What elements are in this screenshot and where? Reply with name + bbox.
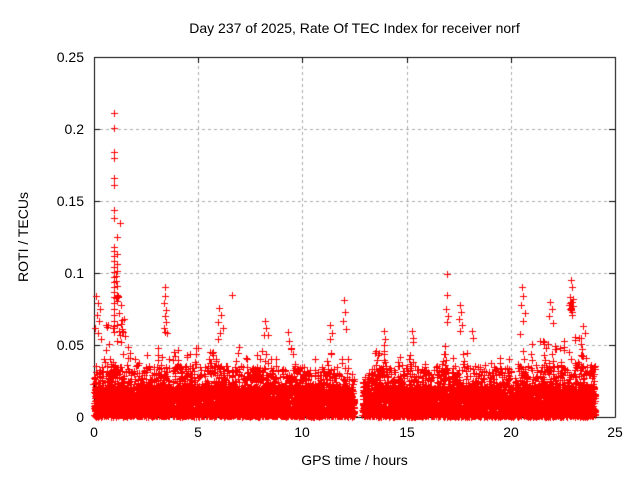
- y-tick-label: 0.25: [56, 49, 84, 65]
- y-tick-label: 0.2: [64, 121, 84, 137]
- x-tick-label: 20: [503, 424, 519, 440]
- x-tick-label: 0: [90, 424, 98, 440]
- x-tick-label: 10: [294, 424, 310, 440]
- y-tick-label: 0.1: [64, 265, 84, 281]
- x-tick-label: 5: [194, 424, 202, 440]
- x-axis-label: GPS time / hours: [301, 452, 408, 468]
- x-tick-label: 15: [399, 424, 415, 440]
- x-tick-label: 25: [607, 424, 623, 440]
- y-tick-label: 0: [76, 409, 84, 425]
- chart-title: Day 237 of 2025, Rate Of TEC Index for r…: [189, 20, 520, 36]
- y-tick-label: 0.05: [56, 337, 84, 353]
- y-tick-label: 0.15: [56, 193, 84, 209]
